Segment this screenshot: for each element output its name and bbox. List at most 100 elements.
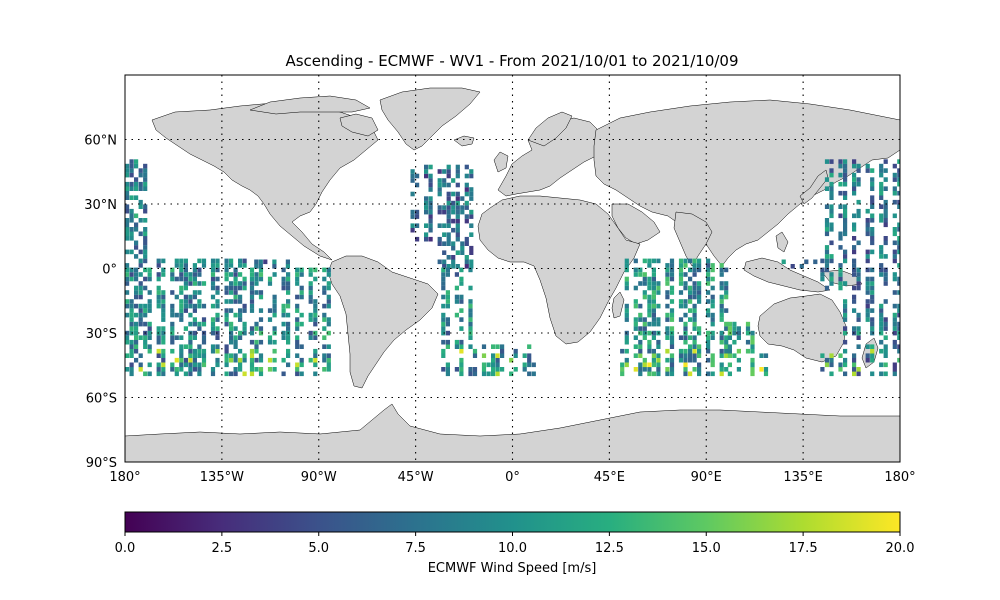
wind-speed-cell: [710, 312, 715, 318]
wind-speed-cell: [843, 222, 848, 228]
wind-speed-cell: [468, 371, 473, 377]
wind-speed-cell: [697, 263, 702, 268]
wind-speed-cell: [308, 294, 313, 300]
wind-speed-cell: [688, 317, 693, 322]
wind-speed-cell: [156, 258, 161, 264]
wind-speed-cell: [624, 312, 629, 318]
wind-speed-cell: [651, 290, 656, 295]
wind-speed-cell: [719, 353, 724, 358]
wind-speed-cell: [134, 303, 139, 309]
wind-speed-cell: [437, 209, 442, 215]
wind-speed-cell: [838, 367, 843, 372]
wind-speed-cell: [460, 250, 465, 255]
wind-speed-cell: [129, 195, 134, 200]
wind-speed-cell: [838, 231, 843, 237]
wind-speed-cell: [829, 371, 834, 377]
wind-speed-cell: [308, 290, 313, 295]
wind-speed-cell: [500, 348, 505, 354]
wind-speed-cell: [669, 263, 675, 268]
wind-speed-cell: [692, 312, 697, 318]
wind-speed-cell: [192, 272, 197, 277]
wind-speed-cell: [527, 371, 532, 377]
wind-speed-cell: [197, 299, 202, 304]
wind-speed-cell: [500, 344, 505, 349]
wind-speed-cell: [656, 339, 661, 345]
wind-speed-cell: [710, 330, 715, 336]
wind-speed-cell: [865, 208, 870, 214]
wind-speed-cell: [134, 290, 139, 295]
wind-speed-cell: [442, 209, 447, 215]
wind-speed-cell: [669, 344, 675, 349]
wind-speed-cell: [513, 367, 518, 372]
wind-speed-cell: [179, 308, 184, 313]
wind-speed-cell: [215, 263, 220, 268]
wind-speed-cell: [870, 290, 875, 295]
wind-speed-cell: [897, 245, 900, 250]
wind-speed-cell: [188, 353, 193, 358]
wind-speed-cell: [129, 168, 134, 173]
wind-speed-cell: [326, 321, 331, 327]
wind-speed-cell: [469, 187, 474, 192]
wind-speed-cell: [870, 186, 875, 191]
wind-speed-cell: [410, 209, 415, 215]
wind-speed-cell: [706, 371, 711, 377]
wind-speed-cell: [706, 267, 711, 273]
wind-speed-cell: [624, 258, 629, 264]
wind-speed-cell: [706, 335, 711, 340]
wind-speed-cell: [852, 357, 857, 363]
wind-speed-cell: [651, 312, 656, 318]
wind-speed-cell: [286, 281, 291, 286]
wind-speed-cell: [229, 371, 234, 377]
wind-speed-cell: [678, 348, 684, 354]
wind-speed-cell: [892, 330, 897, 336]
wind-speed-cell: [892, 186, 897, 191]
wind-speed-cell: [179, 290, 184, 295]
scandinavia-land: [527, 111, 573, 147]
wind-speed-cell: [233, 299, 238, 304]
wind-speed-cell: [897, 357, 900, 363]
wind-speed-cell: [879, 172, 884, 178]
wind-speed-cell: [125, 208, 130, 214]
wind-speed-cell: [161, 330, 166, 336]
wind-speed-cell: [308, 312, 313, 318]
wind-speed-cell: [724, 290, 729, 295]
longitude-tick-label: 135°W: [200, 470, 244, 485]
wind-speed-cell: [651, 272, 656, 277]
wind-speed-cell: [750, 344, 755, 349]
wind-speed-cell: [856, 344, 861, 349]
wind-speed-cell: [820, 267, 825, 273]
wind-speed-cell: [883, 236, 888, 241]
wind-speed-cell: [424, 200, 429, 206]
wind-speed-cell: [669, 339, 675, 345]
wind-speed-cell: [897, 222, 900, 228]
wind-speed-cell: [428, 178, 433, 183]
wind-speed-cell: [455, 191, 460, 197]
wind-speed-cell: [669, 326, 675, 331]
wind-speed-cell: [638, 326, 643, 331]
wind-speed-cell: [724, 344, 729, 349]
wind-speed-cell: [879, 245, 884, 250]
wind-speed-cell: [669, 272, 675, 277]
wind-speed-cell: [233, 335, 238, 340]
wind-speed-cell: [143, 177, 148, 182]
wind-speed-cell: [249, 348, 255, 354]
wind-speed-cell: [147, 362, 152, 368]
wind-speed-cell: [188, 299, 193, 304]
wind-speed-cell: [138, 181, 143, 187]
longitude-tick-label: 0°: [505, 470, 520, 485]
wind-speed-cell: [446, 196, 451, 201]
wind-speed-cell: [161, 294, 166, 300]
wind-speed-cell: [669, 312, 675, 318]
wind-speed-cell: [897, 321, 900, 327]
wind-speed-cell: [879, 326, 884, 331]
wind-speed-cell: [829, 272, 834, 277]
wind-speed-cell: [647, 367, 652, 372]
wind-speed-cell: [688, 371, 693, 377]
wind-speed-cell: [856, 371, 861, 377]
wind-speed-cell: [281, 303, 286, 309]
wind-speed-cell: [267, 276, 273, 282]
wind-speed-cell: [750, 339, 755, 345]
wind-speed-cell: [313, 299, 318, 304]
wind-speed-cell: [125, 172, 130, 178]
wind-speed-cell: [147, 335, 152, 340]
